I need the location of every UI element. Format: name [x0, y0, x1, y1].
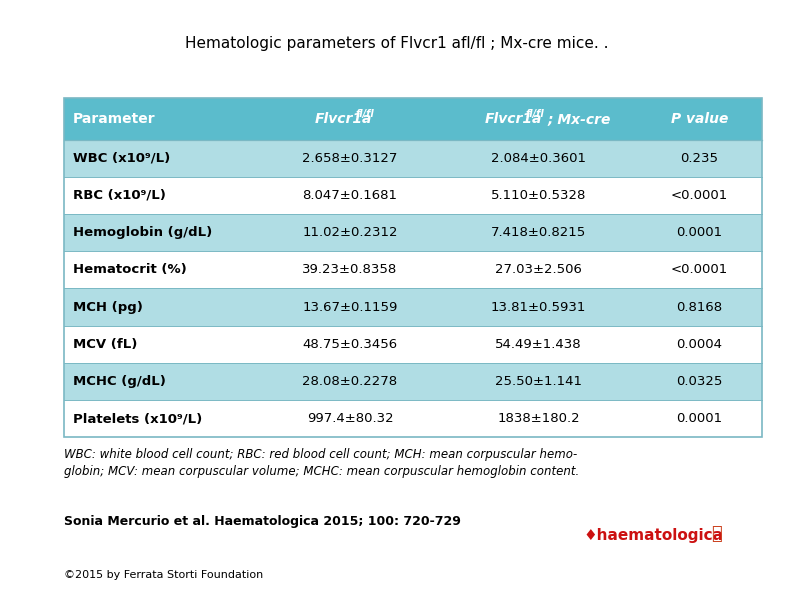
Text: 0.0001: 0.0001 — [676, 412, 723, 425]
Text: fl/fl: fl/fl — [526, 108, 545, 118]
Text: 28.08±0.2278: 28.08±0.2278 — [303, 375, 398, 388]
Text: 🐟: 🐟 — [711, 525, 722, 543]
Text: 8.047±0.1681: 8.047±0.1681 — [303, 189, 398, 202]
Text: Hematologic parameters of Flvcr1 afl/fl ; Mx-cre mice. .: Hematologic parameters of Flvcr1 afl/fl … — [185, 36, 609, 51]
Text: 0.0325: 0.0325 — [676, 375, 723, 388]
Text: Sonia Mercurio et al. Haematologica 2015; 100: 720-729: Sonia Mercurio et al. Haematologica 2015… — [64, 515, 461, 528]
Text: 48.75±0.3456: 48.75±0.3456 — [303, 338, 398, 351]
Text: 13.67±0.1159: 13.67±0.1159 — [303, 300, 398, 314]
Text: MCHC (g/dL): MCHC (g/dL) — [73, 375, 166, 388]
Text: Hematocrit (%): Hematocrit (%) — [73, 264, 187, 276]
Text: fl/fl: fl/fl — [356, 108, 374, 118]
Text: 0.0001: 0.0001 — [676, 226, 723, 239]
Text: 27.03±2.506: 27.03±2.506 — [495, 264, 582, 276]
Text: MCH (pg): MCH (pg) — [73, 300, 143, 314]
Text: ♦haematologica: ♦haematologica — [584, 528, 723, 543]
Text: 25.50±1.141: 25.50±1.141 — [495, 375, 582, 388]
Text: 2.084±0.3601: 2.084±0.3601 — [491, 152, 586, 165]
Text: 0.8168: 0.8168 — [676, 300, 723, 314]
Text: ; Mx-cre: ; Mx-cre — [547, 112, 611, 126]
Text: 997.4±80.32: 997.4±80.32 — [306, 412, 393, 425]
Text: <0.0001: <0.0001 — [671, 189, 728, 202]
Text: 0.0004: 0.0004 — [676, 338, 723, 351]
Text: Flvcr1a: Flvcr1a — [484, 112, 542, 126]
Text: 2.658±0.3127: 2.658±0.3127 — [303, 152, 398, 165]
Text: <0.0001: <0.0001 — [671, 264, 728, 276]
Text: 7.418±0.8215: 7.418±0.8215 — [491, 226, 586, 239]
Text: 11.02±0.2312: 11.02±0.2312 — [303, 226, 398, 239]
Text: 5.110±0.5328: 5.110±0.5328 — [491, 189, 586, 202]
Text: 54.49±1.438: 54.49±1.438 — [495, 338, 582, 351]
Text: 13.81±0.5931: 13.81±0.5931 — [491, 300, 586, 314]
Text: RBC (x10⁹/L): RBC (x10⁹/L) — [73, 189, 166, 202]
Text: Flvcr1a: Flvcr1a — [314, 112, 372, 126]
Text: P value: P value — [671, 112, 728, 126]
Text: ©2015 by Ferrata Storti Foundation: ©2015 by Ferrata Storti Foundation — [64, 570, 263, 580]
Text: WBC: white blood cell count; RBC: red blood cell count; MCH: mean corpuscular he: WBC: white blood cell count; RBC: red bl… — [64, 448, 579, 478]
Text: 1838±180.2: 1838±180.2 — [497, 412, 580, 425]
Text: 39.23±0.8358: 39.23±0.8358 — [303, 264, 398, 276]
Text: Hemoglobin (g/dL): Hemoglobin (g/dL) — [73, 226, 212, 239]
Text: Platelets (x10⁹/L): Platelets (x10⁹/L) — [73, 412, 202, 425]
Text: 0.235: 0.235 — [680, 152, 719, 165]
Text: WBC (x10⁹/L): WBC (x10⁹/L) — [73, 152, 170, 165]
Text: MCV (fL): MCV (fL) — [73, 338, 137, 351]
Text: Parameter: Parameter — [73, 112, 156, 126]
